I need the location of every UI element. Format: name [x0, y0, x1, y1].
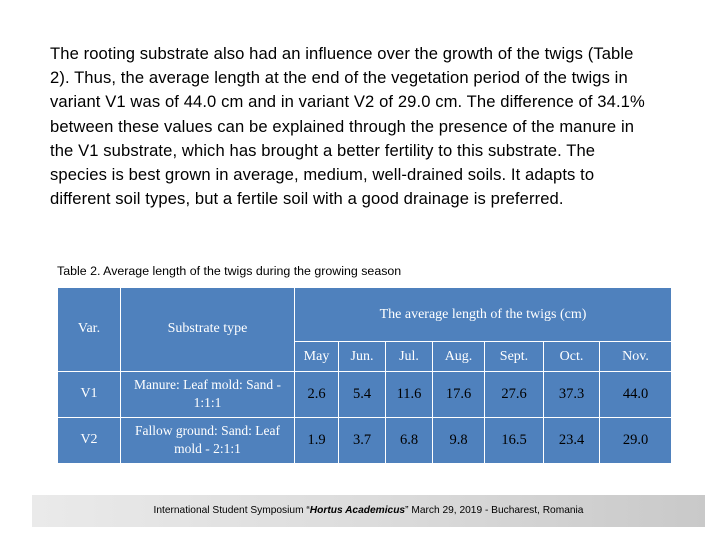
footer-banner: International Student Symposium “Hortus … — [32, 495, 705, 527]
value-cell: 9.8 — [432, 416, 485, 465]
header-var: Var. — [57, 287, 121, 372]
month-header: Jun. — [338, 341, 386, 372]
month-header: Sept. — [484, 341, 544, 372]
value-cell: 29.0 — [599, 416, 672, 465]
row-substrate: Fallow ground: Sand: Leaf mold - 2:1:1 — [120, 416, 295, 465]
value-cell: 11.6 — [385, 370, 433, 418]
header-substrate-type: Substrate type — [120, 287, 295, 372]
value-cell: 16.5 — [484, 416, 544, 465]
footer-suffix: ” March 29, 2019 - Bucharest, Romania — [405, 505, 584, 516]
row-var-label: V2 — [57, 416, 121, 465]
row-var-label: V1 — [57, 370, 121, 418]
month-header: Jul. — [385, 341, 433, 372]
value-cell: 2.6 — [294, 370, 339, 418]
value-cell: 5.4 — [338, 370, 386, 418]
table-caption: Table 2. Average length of the twigs dur… — [57, 264, 402, 278]
body-paragraph: The rooting substrate also had an influe… — [50, 44, 645, 209]
value-cell: 1.9 — [294, 416, 339, 465]
row-substrate: Manure: Leaf mold: Sand - 1:1:1 — [120, 370, 295, 418]
footer-event-name: Hortus Academicus — [309, 505, 406, 516]
table-row: V2 Fallow ground: Sand: Leaf mold - 2:1:… — [57, 416, 672, 465]
month-header: Oct. — [543, 341, 600, 372]
value-cell: 6.8 — [385, 416, 433, 465]
value-cell: 44.0 — [599, 370, 672, 418]
value-cell: 3.7 — [338, 416, 386, 465]
table-row: V1 Manure: Leaf mold: Sand - 1:1:1 2.6 5… — [57, 370, 672, 418]
value-cell: 17.6 — [432, 370, 485, 418]
value-cell: 27.6 — [484, 370, 544, 418]
month-header: Aug. — [432, 341, 485, 372]
header-average-length: The average length of the twigs (cm) — [294, 286, 672, 343]
footer-prefix: International Student Symposium “ — [153, 505, 310, 516]
month-header: Nov. — [599, 341, 672, 372]
twig-length-table: Var. Substrate type The average length o… — [57, 286, 672, 465]
month-header: May — [294, 341, 339, 372]
value-cell: 37.3 — [543, 370, 600, 418]
value-cell: 23.4 — [543, 416, 600, 465]
